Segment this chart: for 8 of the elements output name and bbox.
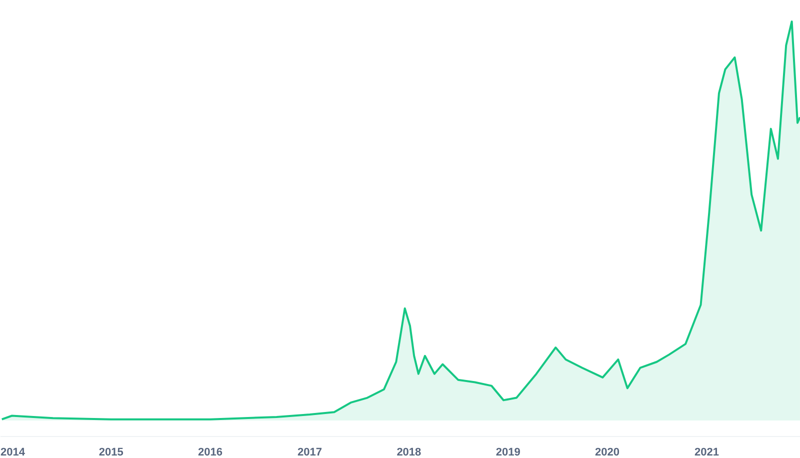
x-tick-label: 2014 (0, 446, 26, 458)
x-tick-label: 2019 (496, 446, 520, 458)
x-tick-label: 2018 (396, 446, 422, 458)
x-tick-label: 2020 (595, 446, 620, 458)
x-tick-label: 2015 (98, 446, 124, 458)
x-tick-label: 2017 (298, 446, 322, 458)
x-tick-label: 2016 (198, 446, 223, 458)
x-tick-label: 2021 (694, 446, 719, 458)
